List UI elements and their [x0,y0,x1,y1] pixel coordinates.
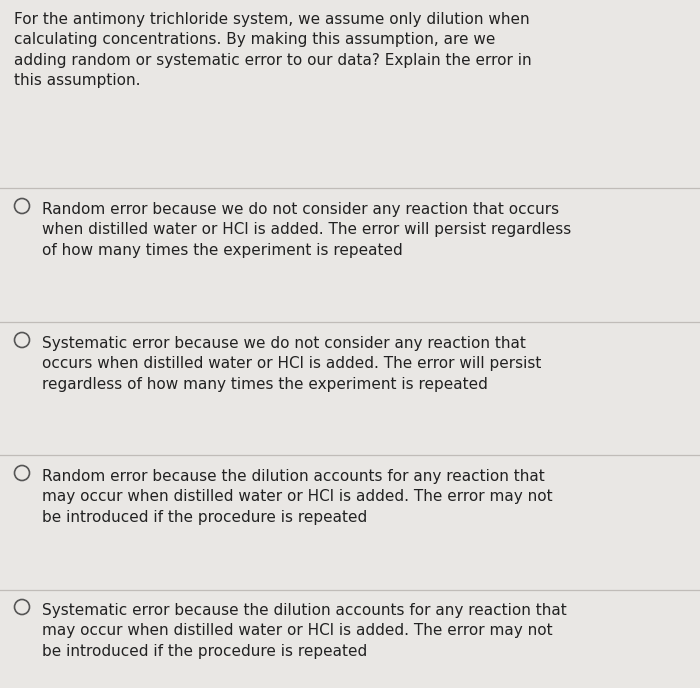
Text: Systematic error because the dilution accounts for any reaction that
may occur w: Systematic error because the dilution ac… [42,603,567,659]
Text: For the antimony trichloride system, we assume only dilution when
calculating co: For the antimony trichloride system, we … [14,12,531,88]
Text: Random error because the dilution accounts for any reaction that
may occur when : Random error because the dilution accoun… [42,469,552,525]
Text: Random error because we do not consider any reaction that occurs
when distilled : Random error because we do not consider … [42,202,571,258]
Text: Systematic error because we do not consider any reaction that
occurs when distil: Systematic error because we do not consi… [42,336,541,391]
